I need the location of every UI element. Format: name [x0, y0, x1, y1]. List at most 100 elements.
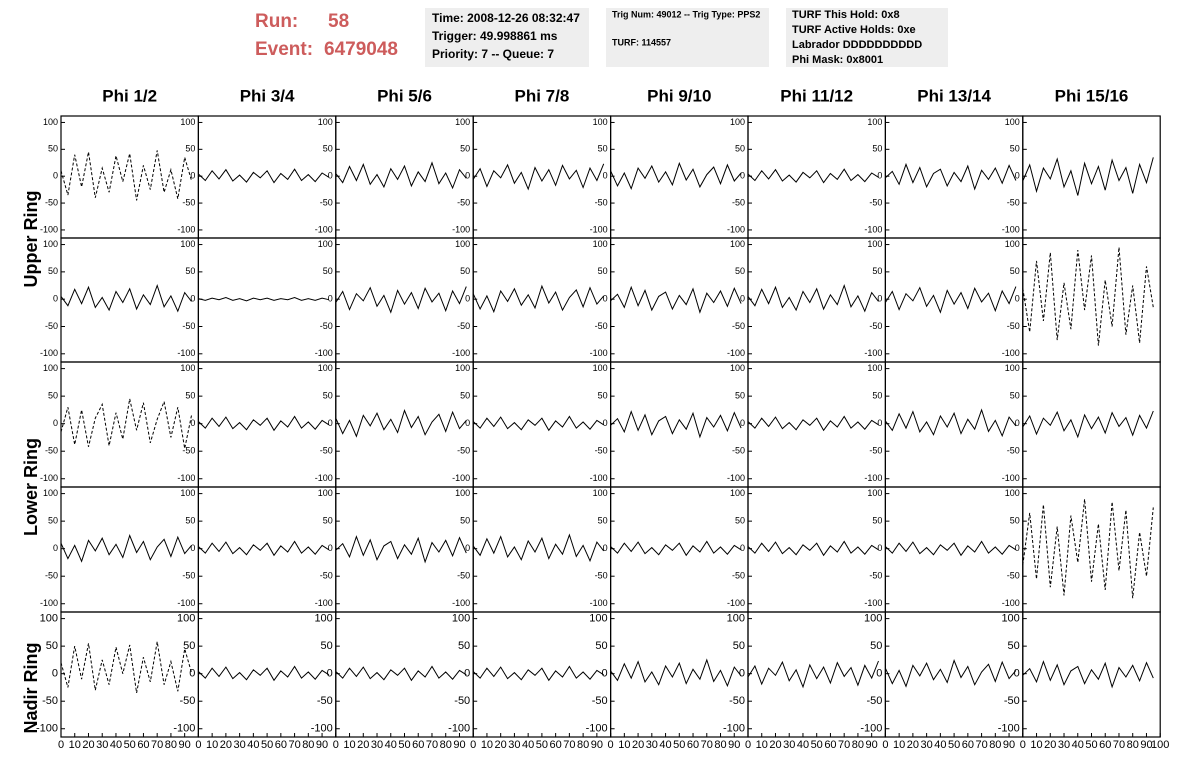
y-tick-label: 100 [318, 363, 333, 373]
panel-frame [335, 611, 474, 738]
waveform [472, 284, 605, 314]
y-tick-label: -50 [1007, 571, 1020, 581]
x-tick-label: 70 [151, 739, 163, 751]
x-tick-label: 80 [302, 739, 314, 751]
column-title: Phi 5/6 [377, 86, 432, 105]
panel-frame [60, 237, 199, 363]
column-title: Phi 9/10 [647, 86, 711, 105]
y-tick-label: 50 [323, 516, 333, 526]
y-tick-label: -50 [454, 695, 470, 707]
waveform [472, 533, 605, 563]
y-tick-label: 100 [40, 613, 58, 625]
waveform [60, 283, 192, 313]
waveform [884, 286, 1017, 314]
info-text: Labrador DDDDDDDDDD [792, 39, 922, 51]
y-tick-label: 50 [185, 516, 195, 526]
y-tick-label: 50 [185, 266, 195, 276]
waveform [472, 665, 604, 682]
y-tick-label: -50 [595, 321, 608, 331]
x-tick-label: 30 [783, 739, 795, 751]
x-tick-label: 50 [398, 739, 410, 751]
x-tick-label: 90 [453, 739, 465, 751]
y-tick-label: 100 [867, 239, 882, 249]
waveform [198, 665, 330, 682]
info-text: Phi Mask: 0x8001 [792, 54, 883, 66]
y-tick-label: 100 [43, 239, 58, 249]
y-tick-label: -50 [182, 571, 195, 581]
waveform [335, 286, 467, 314]
x-tick-label: 80 [1127, 739, 1139, 751]
waveform [747, 415, 879, 432]
row-label: Lower Ring [21, 438, 41, 536]
y-tick-label: 0 [1015, 543, 1020, 553]
waveform [1022, 157, 1154, 196]
x-tick-label: 50 [948, 739, 960, 751]
y-tick-label: 0 [328, 171, 333, 181]
info-text: Priority: 7 -- Queue: 7 [432, 47, 554, 61]
panel-frame [472, 115, 612, 239]
x-tick-label: 20 [220, 739, 232, 751]
y-tick-label: 100 [318, 488, 333, 498]
x-tick-label: 50 [124, 739, 136, 751]
x-tick-label: 80 [440, 739, 452, 751]
y-tick-label: 100 [593, 363, 608, 373]
panel-frame [884, 361, 1024, 488]
x-tick-label: 10 [481, 739, 493, 751]
y-tick-label: 50 [870, 640, 882, 652]
row-label: Nadir Ring [21, 642, 41, 733]
y-tick-label: -50 [869, 446, 882, 456]
x-tick-label: 90 [728, 739, 740, 751]
y-tick-label: 0 [1014, 668, 1020, 680]
panel-frame [1022, 611, 1161, 738]
y-tick-label: -50 [866, 695, 882, 707]
y-tick-label: 0 [53, 171, 58, 181]
x-tick-label: 20 [357, 739, 369, 751]
x-tick-label: 70 [426, 739, 438, 751]
y-tick-label: 100 [455, 363, 470, 373]
y-tick-label: 0 [328, 543, 333, 553]
info-text: Trigger: 49.998861 ms [432, 29, 558, 43]
y-tick-label: 50 [1010, 516, 1020, 526]
info-box [606, 8, 769, 67]
panel-frame [884, 115, 1024, 239]
panel-frame [1022, 115, 1161, 239]
y-tick-label: 100 [455, 117, 470, 127]
panel-frame [884, 611, 1024, 738]
panel-frame [197, 115, 337, 239]
x-tick-label: 70 [838, 739, 850, 751]
y-tick-label: -50 [45, 197, 58, 207]
y-tick-label: 100 [177, 613, 195, 625]
y-tick-label: -100 [723, 723, 745, 735]
y-tick-label: 0 [603, 171, 608, 181]
y-tick-label: 0 [327, 668, 333, 680]
x-tick-label: 0 [470, 739, 476, 751]
y-tick-label: 50 [598, 516, 608, 526]
x-tick-label: 50 [1085, 739, 1097, 751]
y-tick-label: 50 [598, 266, 608, 276]
x-tick-label: 40 [797, 739, 809, 751]
y-tick-label: -50 [729, 695, 745, 707]
y-tick-label: -100 [452, 473, 470, 483]
y-tick-label: 100 [730, 363, 745, 373]
x-tick-label: 80 [714, 739, 726, 751]
y-tick-label: -100 [315, 473, 333, 483]
y-tick-label: 100 [867, 117, 882, 127]
panel-frame [472, 237, 612, 363]
y-tick-label: 50 [872, 516, 882, 526]
y-tick-label: 100 [43, 488, 58, 498]
y-tick-label: 50 [872, 144, 882, 154]
x-tick-label: 20 [769, 739, 781, 751]
x-tick-label: 10 [893, 739, 905, 751]
y-tick-label: -100 [177, 598, 195, 608]
info-text: TURF: 114557 [612, 37, 671, 47]
y-tick-label: -100 [452, 224, 470, 234]
y-tick-label: -100 [40, 348, 58, 358]
y-tick-label: 50 [321, 640, 333, 652]
y-tick-label: -50 [320, 446, 333, 456]
y-tick-label: 100 [589, 613, 607, 625]
panel-frame [884, 237, 1024, 363]
y-tick-label: 50 [185, 144, 195, 154]
y-tick-label: 50 [48, 266, 58, 276]
x-tick-label: 40 [1072, 739, 1084, 751]
